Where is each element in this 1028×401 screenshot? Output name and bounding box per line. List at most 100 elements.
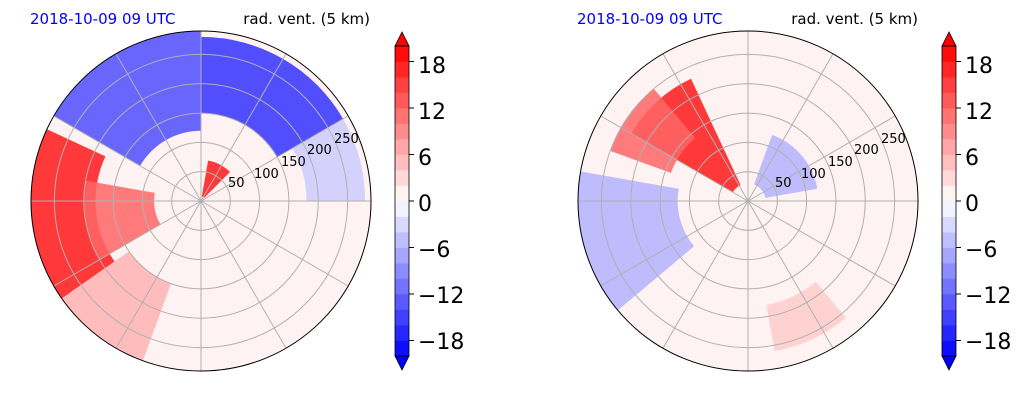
left-colorbar-band-10 xyxy=(395,201,409,217)
left-cbar-tick-m6: −6 xyxy=(418,238,450,263)
right-colorbar-ticks: 18 12 6 0 −6 −12 −18 xyxy=(965,54,1011,355)
right-polar-plot: 50 100 150 200 250 xyxy=(577,30,919,372)
left-velocity-region-7 xyxy=(292,118,366,201)
right-rtick-200: 200 xyxy=(854,143,879,158)
right-colorbar-band-19 xyxy=(942,61,956,78)
left-cbar-tick-0: 0 xyxy=(418,192,432,217)
left-colorbar-band-1 xyxy=(395,340,409,357)
right-colorbar-band-7 xyxy=(942,247,956,264)
left-rtick-50: 50 xyxy=(228,176,245,191)
right-rtick-150: 150 xyxy=(828,155,853,170)
right-azimuth-line-30 xyxy=(747,53,834,202)
left-cbar-tick-18: 18 xyxy=(418,54,446,79)
right-colorbar: 18 12 6 0 −6 −12 −18 xyxy=(941,31,1011,371)
right-colorbar-band-16 xyxy=(942,108,956,124)
left-colorbar-band-15 xyxy=(395,123,409,140)
left-azimuth-line-330 xyxy=(115,53,202,202)
left-colorbar-bands xyxy=(394,31,414,371)
right-colorbar-band-10 xyxy=(942,201,956,217)
left-colorbar-band-11 xyxy=(395,185,409,202)
left-colorbar-band-20 xyxy=(395,46,409,62)
right-colorbar-band-1 xyxy=(942,340,956,357)
right-colorbar-extend-max xyxy=(941,31,957,47)
left-colorbar-extend-min xyxy=(394,355,410,371)
left-colorbar-band-9 xyxy=(395,216,409,233)
right-plot-boundary xyxy=(577,30,919,372)
left-colorbar-band-17 xyxy=(395,92,409,109)
left-colorbar-band-6 xyxy=(395,263,409,279)
left-colorbar-band-7 xyxy=(395,247,409,264)
left-colorbar: 18 12 6 0 −6 −12 −18 xyxy=(394,31,464,371)
right-colorbar-band-18 xyxy=(942,77,956,93)
right-colorbar-band-6 xyxy=(942,263,956,279)
right-colorbar-band-17 xyxy=(942,92,956,109)
left-azimuth-line-60 xyxy=(200,115,349,202)
left-colorbar-band-5 xyxy=(395,278,409,295)
left-polar-grid xyxy=(31,31,371,371)
left-azimuth-line-120 xyxy=(200,200,349,287)
left-colorbar-band-3 xyxy=(395,309,409,326)
right-colorbar-band-11 xyxy=(942,185,956,202)
left-plot-boundary xyxy=(30,30,372,372)
right-azimuth-line-60 xyxy=(747,115,896,202)
left-rtick-250: 250 xyxy=(334,132,359,147)
left-azimuth-line-300 xyxy=(53,115,202,202)
right-colorbar-band-8 xyxy=(942,232,956,248)
left-rtick-200: 200 xyxy=(307,143,332,158)
right-cbar-tick-18: 18 xyxy=(965,54,993,79)
right-cbar-tick-0: 0 xyxy=(965,192,979,217)
right-colorbar-band-9 xyxy=(942,216,956,233)
right-panel: 2018-10-09 09 UTC rad. vent. (5 km) 50 1… xyxy=(577,10,1011,372)
right-azimuth-line-300 xyxy=(600,115,749,202)
right-azimuth-line-210 xyxy=(662,200,749,349)
right-colorbar-band-4 xyxy=(942,294,956,310)
right-colorbar-band-3 xyxy=(942,309,956,326)
left-azimuth-line-240 xyxy=(53,200,202,287)
right-velocity-region-3 xyxy=(578,171,695,311)
left-velocity-region-6 xyxy=(201,36,344,157)
left-colorbar-extend-max xyxy=(394,31,410,47)
left-panel-date-title: 2018-10-09 09 UTC xyxy=(30,10,176,28)
right-radial-tick-labels: 50 100 150 200 250 xyxy=(775,132,906,191)
left-colorbar-band-16 xyxy=(395,108,409,124)
right-colorbar-band-12 xyxy=(942,170,956,186)
left-colorbar-ticks: 18 12 6 0 −6 −12 −18 xyxy=(418,54,464,355)
left-colorbar-band-8 xyxy=(395,232,409,248)
right-panel-date-title: 2018-10-09 09 UTC xyxy=(577,10,723,28)
left-cbar-tick-6: 6 xyxy=(418,146,432,171)
right-colorbar-extend-min xyxy=(941,355,957,371)
left-radial-tick-labels: 50 100 150 200 250 xyxy=(228,132,359,191)
right-colorbar-band-5 xyxy=(942,278,956,295)
left-cbar-tick-12: 12 xyxy=(418,100,446,125)
left-velocity-region-3 xyxy=(201,160,230,198)
right-colorbar-band-2 xyxy=(942,325,956,341)
left-azimuth-line-210 xyxy=(115,200,202,349)
left-colorbar-band-18 xyxy=(395,77,409,93)
right-azimuth-line-120 xyxy=(747,200,896,287)
right-colorbar-band-20 xyxy=(942,46,956,62)
left-velocity-field xyxy=(31,31,366,361)
left-velocity-region-4 xyxy=(61,251,171,361)
left-velocity-region-5 xyxy=(53,31,201,166)
left-azimuth-line-150 xyxy=(200,200,287,349)
right-colorbar-band-14 xyxy=(942,139,956,155)
right-panel-field-title: rad. vent. (5 km) xyxy=(791,10,918,28)
right-colorbar-band-13 xyxy=(942,154,956,171)
right-azimuth-line-150 xyxy=(747,200,834,349)
right-azimuth-line-240 xyxy=(600,200,749,287)
right-azimuth-line-330 xyxy=(662,53,749,202)
right-rtick-50: 50 xyxy=(775,176,792,191)
right-colorbar-band-15 xyxy=(942,123,956,140)
right-cbar-tick-m6: −6 xyxy=(965,238,997,263)
left-colorbar-band-2 xyxy=(395,325,409,341)
right-rtick-250: 250 xyxy=(881,132,906,147)
left-colorbar-band-12 xyxy=(395,170,409,186)
left-rtick-100: 100 xyxy=(254,167,279,182)
left-colorbar-band-4 xyxy=(395,294,409,310)
left-colorbar-band-19 xyxy=(395,61,409,78)
right-polar-grid xyxy=(578,31,918,371)
left-colorbar-band-13 xyxy=(395,154,409,171)
right-cbar-tick-m12: −12 xyxy=(965,284,1011,309)
left-azimuth-line-30 xyxy=(200,53,287,202)
